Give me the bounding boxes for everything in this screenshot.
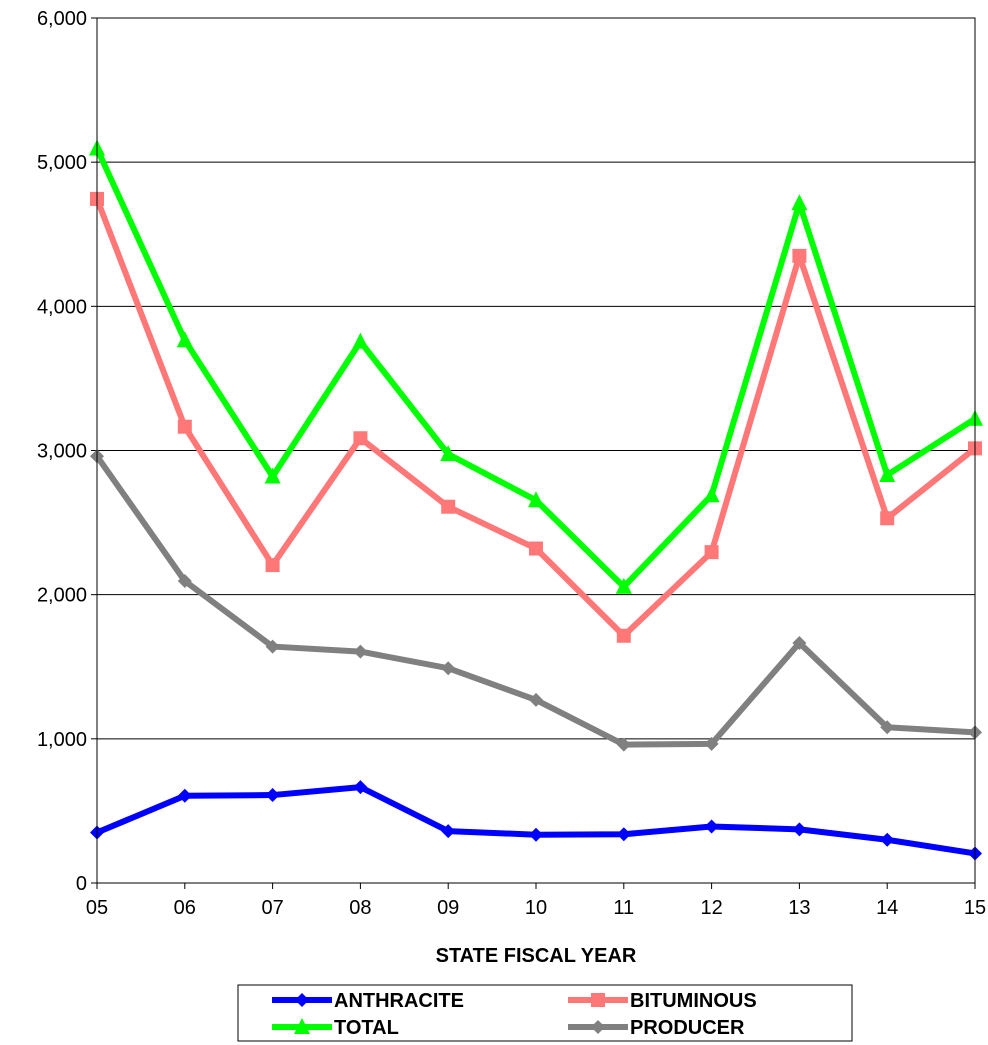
data-point xyxy=(265,558,280,573)
legend-swatch-marker xyxy=(591,1020,605,1034)
data-point xyxy=(353,644,368,659)
data-point xyxy=(440,445,457,462)
series-layer xyxy=(89,139,983,861)
data-point xyxy=(265,788,280,803)
x-tick-label: 11 xyxy=(613,897,634,919)
data-point xyxy=(880,832,895,847)
y-tick-label: 4,000 xyxy=(37,296,87,318)
data-point xyxy=(177,788,192,803)
data-point xyxy=(616,628,631,643)
data-point xyxy=(616,737,631,752)
legend-box xyxy=(237,984,853,1042)
y-tick-label: 1,000 xyxy=(37,729,87,751)
data-point xyxy=(704,545,719,560)
x-tick-label: 09 xyxy=(437,897,459,919)
x-ticks: 05 06 07 08 09 10 11 12 13 14 15 xyxy=(86,883,986,919)
legend-item-anthracite: ANTHRACITE xyxy=(272,990,464,1012)
y-ticks: 0 1,000 2,000 3,000 4,000 5,000 6,000 xyxy=(37,8,97,895)
data-point xyxy=(615,577,632,594)
legend-label: BITUMINOUS xyxy=(630,990,757,1012)
data-point xyxy=(616,827,631,842)
legend-item-bituminous: BITUMINOUS xyxy=(568,990,757,1012)
data-point xyxy=(529,541,543,556)
data-point xyxy=(880,511,895,526)
series-line xyxy=(95,784,976,857)
x-tick-label: 07 xyxy=(261,897,283,919)
y-tick-label: 0 xyxy=(76,873,87,895)
data-point xyxy=(528,491,544,508)
legend-label: TOTAL xyxy=(334,1017,399,1039)
data-point xyxy=(176,331,193,348)
data-point xyxy=(441,824,456,839)
data-point xyxy=(353,431,368,446)
data-point xyxy=(441,499,456,514)
series-line xyxy=(94,197,977,639)
x-tick-label: 15 xyxy=(964,897,986,919)
series-line xyxy=(94,147,977,590)
data-point xyxy=(703,486,720,503)
gridlines xyxy=(97,161,975,740)
data-point xyxy=(792,248,807,263)
x-tick-label: 13 xyxy=(788,897,810,919)
legend-label: PRODUCER xyxy=(630,1017,745,1039)
data-point xyxy=(529,692,543,707)
series-anthracite xyxy=(90,780,982,861)
y-tick-label: 6,000 xyxy=(37,8,87,30)
y-tick-label: 5,000 xyxy=(37,152,87,174)
data-point xyxy=(264,467,281,484)
legend: ANTHRACITE BITUMINOUS TOTAL PRODUCER xyxy=(237,984,853,1042)
data-point xyxy=(704,736,719,751)
x-tick-label: 08 xyxy=(349,897,371,919)
data-point xyxy=(177,419,192,434)
data-point xyxy=(352,332,369,349)
x-tick-label: 05 xyxy=(86,897,108,919)
legend-swatch-marker xyxy=(591,993,605,1007)
legend-label: ANTHRACITE xyxy=(334,990,464,1012)
y-tick-label: 2,000 xyxy=(37,585,87,607)
data-point xyxy=(704,819,719,834)
data-point xyxy=(879,466,896,483)
data-point xyxy=(177,573,192,588)
series-total xyxy=(89,139,983,594)
data-point xyxy=(529,827,543,842)
data-point xyxy=(792,822,807,837)
x-tick-label: 12 xyxy=(700,897,722,919)
data-point xyxy=(880,720,895,735)
data-point xyxy=(353,780,368,795)
y-tick-label: 3,000 xyxy=(37,441,87,463)
data-point xyxy=(265,639,280,654)
x-axis-label: STATE FISCAL YEAR xyxy=(436,945,637,967)
series-producer xyxy=(90,449,982,752)
legend-item-total: TOTAL xyxy=(272,1017,399,1039)
plot-area-border xyxy=(96,17,976,884)
data-point xyxy=(791,194,808,211)
x-tick-label: 14 xyxy=(876,897,898,919)
data-point xyxy=(441,661,456,676)
legend-swatch-marker xyxy=(295,993,309,1007)
x-tick-label: 06 xyxy=(174,897,196,919)
series-bituminous xyxy=(90,191,982,643)
legend-swatch-marker xyxy=(294,1018,310,1034)
data-point xyxy=(792,635,807,650)
x-tick-label: 10 xyxy=(525,897,547,919)
legend-item-producer: PRODUCER xyxy=(568,1017,745,1039)
